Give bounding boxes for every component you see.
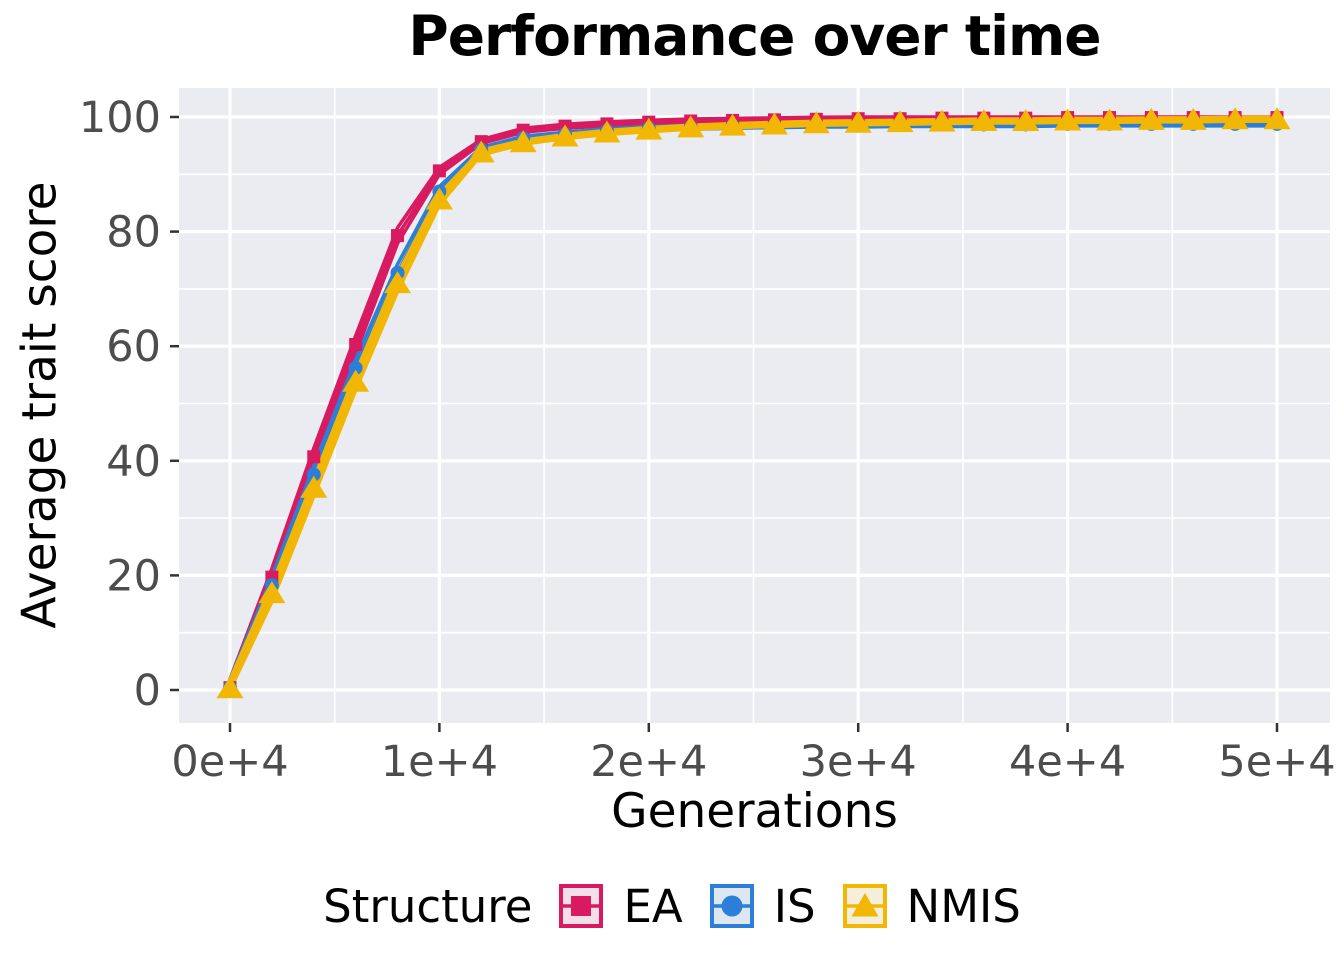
legend-label-ea: EA — [623, 879, 683, 933]
marker-triangle-nmis — [300, 475, 328, 498]
y-tick-label: 20 — [106, 551, 161, 601]
marker-square-ea — [349, 337, 363, 351]
series-line-nmis — [228, 115, 1279, 682]
panel-background — [179, 88, 1330, 723]
chart-title: Performance over time — [408, 4, 1101, 68]
marker-triangle-nmis — [970, 109, 998, 132]
series-markers — [216, 107, 1291, 699]
legend-title: Structure — [323, 879, 533, 933]
marker-triangle-nmis — [467, 140, 495, 163]
axis-ticks — [170, 115, 1279, 732]
legend-key-svg — [563, 896, 600, 916]
marker-triangle-nmis — [1054, 108, 1082, 131]
marker-triangle-nmis — [1012, 109, 1040, 132]
y-tick-labels: 0 20 40 60 80 100 — [79, 93, 161, 716]
legend-item-is[interactable]: IS — [709, 879, 816, 933]
x-tick-label: 1e+4 — [381, 737, 498, 787]
marker-triangle-nmis — [719, 113, 747, 136]
legend-item-nmis[interactable]: NMIS — [842, 879, 1021, 933]
plot-svg: 0e+4 1e+4 2e+4 3e+4 4e+4 5e+4 0 20 40 60 80 100 — [79, 88, 1336, 787]
marker-triangle-nmis — [342, 369, 370, 392]
marker-triangle-nmis — [677, 115, 705, 138]
x-axis-title: Generations — [611, 784, 898, 839]
legend-key-svg — [846, 893, 883, 917]
legend-label-is: IS — [773, 879, 816, 933]
legend: Structure EA IS NMIS — [0, 869, 1344, 943]
marker-triangle-nmis — [802, 111, 830, 134]
y-tick-label: 100 — [79, 93, 161, 143]
marker-triangle-nmis — [509, 130, 537, 153]
legend-key-svg — [713, 895, 750, 917]
grid-minor — [179, 88, 1330, 723]
marker-triangle-nmis — [844, 110, 872, 133]
y-tick-label: 0 — [134, 666, 161, 716]
marker-square-ea — [432, 164, 446, 178]
marker-square-ea — [307, 450, 321, 464]
x-tick-label: 0e+4 — [171, 737, 288, 787]
x-tick-label: 2e+4 — [590, 737, 707, 787]
x-tick-labels: 0e+4 1e+4 2e+4 3e+4 4e+4 5e+4 — [171, 737, 1335, 787]
y-tick-label: 60 — [106, 322, 161, 372]
legend-key-ea[interactable] — [559, 884, 604, 928]
marker-triangle-nmis — [1221, 107, 1249, 130]
legend-marker-triangle — [851, 893, 879, 917]
marker-triangle-nmis — [886, 110, 914, 133]
marker-triangle-nmis — [551, 124, 579, 147]
marker-triangle-nmis — [593, 120, 621, 143]
legend-marker-square — [571, 896, 592, 916]
legend-marker-circle — [721, 895, 743, 917]
marker-square-ea — [391, 229, 405, 243]
y-axis-title: Average trait score — [12, 181, 68, 629]
marker-triangle-nmis — [425, 187, 453, 210]
legend-label-nmis: NMIS — [906, 879, 1021, 933]
y-tick-label: 80 — [106, 208, 161, 258]
marker-circle-is — [306, 467, 321, 482]
legend-item-ea[interactable]: EA — [559, 879, 683, 933]
x-tick-label: 3e+4 — [800, 737, 917, 787]
x-tick-label: 4e+4 — [1009, 737, 1126, 787]
marker-triangle-nmis — [1263, 107, 1291, 130]
y-tick-label: 40 — [106, 437, 161, 487]
marker-triangle-nmis — [1137, 107, 1165, 130]
marker-triangle-nmis — [928, 109, 956, 132]
x-tick-label: 5e+4 — [1218, 737, 1335, 787]
legend-key-nmis[interactable] — [842, 884, 887, 928]
marker-triangle-nmis — [1179, 107, 1207, 130]
marker-circle-is — [348, 360, 363, 375]
marker-triangle-nmis — [1095, 108, 1123, 131]
marker-triangle-nmis — [760, 112, 788, 135]
marker-triangle-nmis — [384, 271, 412, 294]
marker-triangle-nmis — [635, 117, 663, 140]
marker-triangle-nmis — [216, 676, 244, 699]
marker-triangle-nmis — [258, 581, 286, 604]
legend-key-is[interactable] — [709, 884, 754, 928]
